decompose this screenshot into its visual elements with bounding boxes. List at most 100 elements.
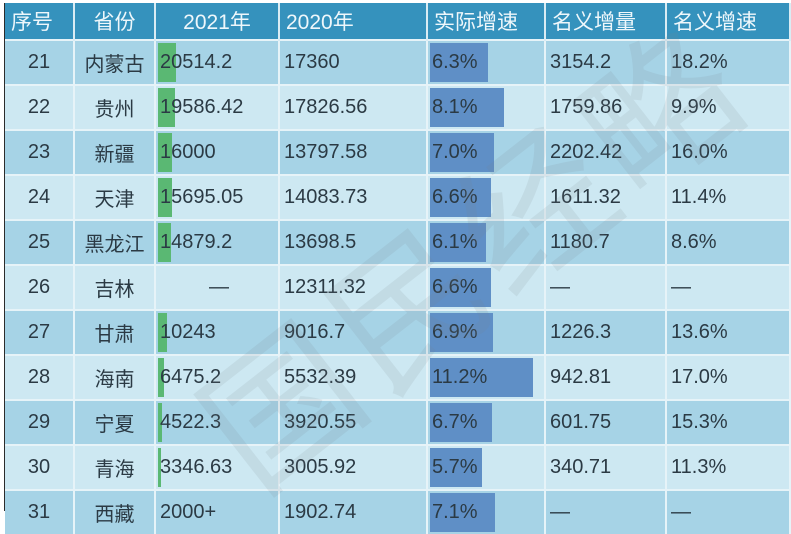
gdp-2021-value: 6475.2 xyxy=(160,366,222,388)
cell-nominal-growth: 18.2% xyxy=(666,39,791,85)
nominal-increase-value: 942.81 xyxy=(550,366,612,388)
table-row: 26 吉林 — 12311.32 6.6% — — xyxy=(5,264,791,310)
gdp-2020-value: 17826.56 xyxy=(284,96,368,118)
data-bar-2021 xyxy=(158,88,175,127)
cell-nominal-growth: 9.9% xyxy=(666,84,791,130)
header-nominal-increase: 名义增量 xyxy=(545,3,667,40)
nominal-growth-value: 13.6% xyxy=(671,321,728,343)
nominal-increase-value: — xyxy=(550,501,570,523)
gdp-2021-value: 20514.2 xyxy=(160,51,233,73)
header-gdp-2020: 2020年 xyxy=(279,3,428,40)
real-growth-value: 6.9% xyxy=(432,321,478,343)
data-bar-real-growth xyxy=(430,88,504,127)
gdp-2020-value: 1902.74 xyxy=(284,501,357,523)
table-row: 24 天津 15695.05 14083.73 6.6% 1611.32 11.4% xyxy=(5,174,791,220)
cell-real-growth: 6.6% xyxy=(427,174,546,220)
data-bar-2021 xyxy=(158,403,162,442)
table-row: 27 甘肃 10243 9016.7 6.9% 1226.3 13.6% xyxy=(5,309,791,355)
data-bar-2021 xyxy=(158,448,161,487)
cell-nominal-increase: 340.71 xyxy=(545,444,667,490)
gdp-2021-value: 4522.3 xyxy=(160,411,222,433)
cell-real-growth: 7.1% xyxy=(427,489,546,534)
data-bar-real-growth xyxy=(430,223,486,262)
nominal-increase-value: 601.75 xyxy=(550,411,612,433)
cell-nominal-increase: 3154.2 xyxy=(545,39,667,85)
cell-real-growth: 8.1% xyxy=(427,84,546,130)
cell-gdp-2020: 13698.5 xyxy=(279,219,428,265)
data-bar-real-growth xyxy=(430,313,493,352)
header-real-growth: 实际增速 xyxy=(427,3,546,40)
header-gdp-2021: 2021年 xyxy=(155,3,280,40)
table-row: 31 西藏 2000+ 1902.74 7.1% — — xyxy=(5,489,791,534)
cell-real-growth: 11.2% xyxy=(427,354,546,400)
cell-rank: 24 xyxy=(5,174,75,220)
cell-gdp-2020: 9016.7 xyxy=(279,309,428,355)
cell-nominal-growth: 11.4% xyxy=(666,174,791,220)
cell-nominal-increase: 2202.42 xyxy=(545,129,667,175)
real-growth-value: 6.3% xyxy=(432,51,478,73)
data-bar-2021 xyxy=(158,178,172,217)
cell-nominal-increase: 1759.86 xyxy=(545,84,667,130)
cell-province: 西藏 xyxy=(74,489,156,534)
data-bar-2021 xyxy=(158,43,176,82)
cell-province: 宁夏 xyxy=(74,399,156,445)
cell-province: 青海 xyxy=(74,444,156,490)
data-bar-real-growth xyxy=(430,403,492,442)
gdp-2021-value: 19586.42 xyxy=(160,96,244,118)
cell-province: 甘肃 xyxy=(74,309,156,355)
gdp-2021-value: 2000+ xyxy=(160,501,217,523)
data-bar-2021 xyxy=(158,313,167,352)
cell-real-growth: 6.7% xyxy=(427,399,546,445)
cell-gdp-2021: 15695.05 xyxy=(155,174,280,220)
nominal-growth-value: 9.9% xyxy=(671,96,717,118)
cell-nominal-growth: 17.0% xyxy=(666,354,791,400)
gdp-2020-value: 9016.7 xyxy=(284,321,346,343)
data-bar-real-growth xyxy=(430,178,491,217)
real-growth-value: 7.0% xyxy=(432,141,478,163)
nominal-growth-value: — xyxy=(671,501,691,523)
cell-gdp-2021: — xyxy=(155,264,280,310)
cell-rank: 30 xyxy=(5,444,75,490)
gdp-2020-value: 5532.39 xyxy=(284,366,357,388)
cell-rank: 31 xyxy=(5,489,75,534)
cell-gdp-2020: 13797.58 xyxy=(279,129,428,175)
gdp-table: 序号 省份 2021年 2020年 实际增速 名义增量 名义增速 21 内蒙古 20… xyxy=(5,3,791,534)
cell-rank: 25 xyxy=(5,219,75,265)
data-bar-real-growth xyxy=(430,268,491,307)
nominal-increase-value: 1759.86 xyxy=(550,96,623,118)
cell-gdp-2020: 12311.32 xyxy=(279,264,428,310)
cell-gdp-2020: 3920.55 xyxy=(279,399,428,445)
gdp-2020-value: 13797.58 xyxy=(284,141,368,163)
cell-nominal-increase: — xyxy=(545,489,667,534)
cell-real-growth: 6.9% xyxy=(427,309,546,355)
cell-rank: 28 xyxy=(5,354,75,400)
cell-rank: 27 xyxy=(5,309,75,355)
nominal-increase-value: 1226.3 xyxy=(550,321,612,343)
cell-real-growth: 5.7% xyxy=(427,444,546,490)
nominal-increase-value: — xyxy=(550,276,570,298)
gdp-2021-value: 3346.63 xyxy=(160,456,233,478)
data-bar-real-growth xyxy=(430,358,533,397)
cell-gdp-2021: 6475.2 xyxy=(155,354,280,400)
table-row: 28 海南 6475.2 5532.39 11.2% 942.81 17.0% xyxy=(5,354,791,400)
header-rank: 序号 xyxy=(5,3,75,40)
real-growth-value: 5.7% xyxy=(432,456,478,478)
table-row: 22 贵州 19586.42 17826.56 8.1% 1759.86 9.9% xyxy=(5,84,791,130)
cell-nominal-increase: 1611.32 xyxy=(545,174,667,220)
cell-rank: 21 xyxy=(5,39,75,85)
cell-nominal-growth: — xyxy=(666,264,791,310)
cell-gdp-2020: 5532.39 xyxy=(279,354,428,400)
nominal-growth-value: 11.3% xyxy=(671,456,727,478)
cell-gdp-2020: 1902.74 xyxy=(279,489,428,534)
cell-gdp-2020: 17826.56 xyxy=(279,84,428,130)
cell-nominal-increase: 942.81 xyxy=(545,354,667,400)
table-row: 29 宁夏 4522.3 3920.55 6.7% 601.75 15.3% xyxy=(5,399,791,445)
cell-nominal-growth: 15.3% xyxy=(666,399,791,445)
cell-gdp-2021: 2000+ xyxy=(155,489,280,534)
cell-gdp-2020: 3005.92 xyxy=(279,444,428,490)
cell-nominal-growth: — xyxy=(666,489,791,534)
cell-real-growth: 7.0% xyxy=(427,129,546,175)
gdp-2020-value: 3005.92 xyxy=(284,456,357,478)
cell-rank: 26 xyxy=(5,264,75,310)
table-row: 23 新疆 16000 13797.58 7.0% 2202.42 16.0% xyxy=(5,129,791,175)
